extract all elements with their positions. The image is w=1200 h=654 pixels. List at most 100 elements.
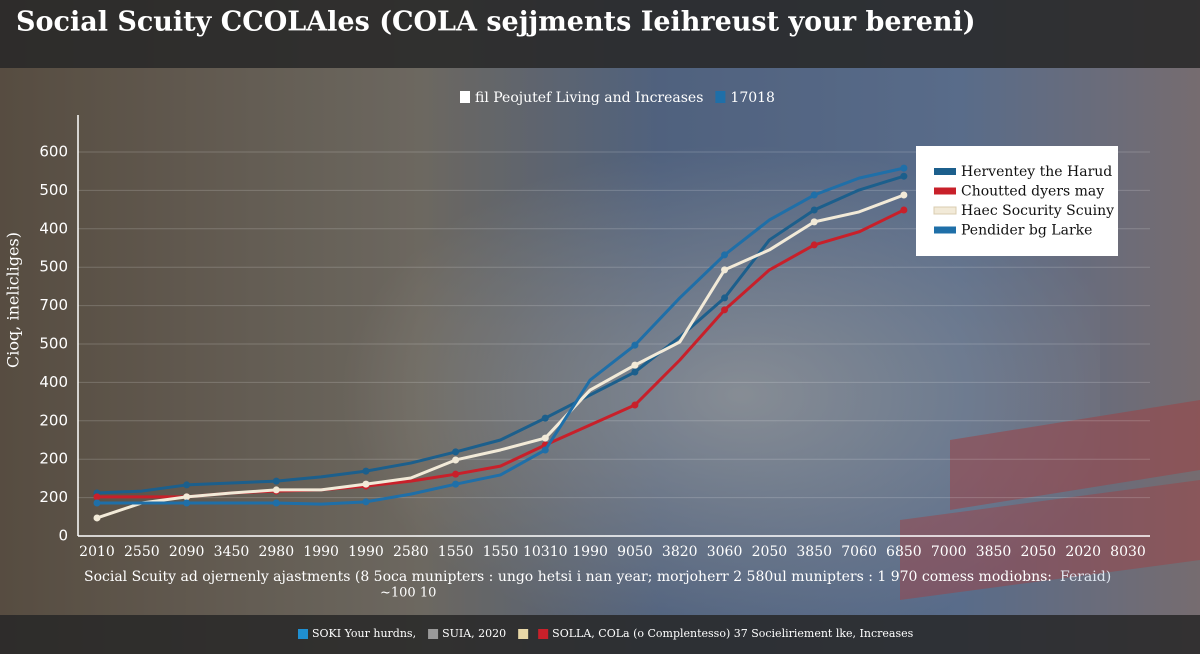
series-point	[362, 467, 370, 475]
series-point	[452, 448, 460, 456]
series-point	[721, 306, 729, 314]
y-tick-label: 400	[39, 373, 68, 391]
legend-swatch	[934, 187, 956, 195]
series-point	[183, 493, 191, 501]
series-point	[272, 499, 280, 507]
series-point	[721, 294, 729, 302]
x-tick-label: 10310	[523, 544, 568, 560]
series-point	[810, 218, 818, 226]
x-axis-label-end: Feraid)	[1060, 569, 1111, 585]
x-tick-label: 2090	[169, 544, 205, 560]
flag-stripe	[900, 480, 1200, 600]
footer-swatch	[518, 629, 529, 639]
x-tick-label: 7060	[841, 544, 877, 560]
series-point	[721, 266, 729, 274]
series-point	[452, 480, 460, 488]
series-point	[541, 446, 549, 454]
y-tick-label: 500	[39, 258, 68, 276]
series-point	[631, 341, 639, 349]
series-point	[452, 456, 460, 464]
series-point	[900, 191, 908, 199]
legend-label: Haec Socurity Scuiny	[961, 203, 1114, 219]
top-legend-swatch	[715, 91, 726, 103]
series-point	[452, 470, 460, 478]
series-point	[810, 241, 818, 249]
footer-swatch	[538, 629, 549, 639]
legend-label: Choutted dyers may	[961, 184, 1104, 200]
x-tick-label: 3450	[214, 544, 250, 560]
y-tick-label: 600	[39, 143, 68, 161]
top-legend-label: fil Peojutef Living and Increases	[475, 90, 703, 106]
x-tick-label: 3060	[707, 544, 743, 560]
x-tick-label: 3820	[662, 544, 698, 560]
y-tick-label: 500	[39, 181, 68, 199]
x-tick-label: 1990	[572, 544, 608, 560]
x-tick-label: 1990	[303, 544, 339, 560]
top-legend-label: 17018	[730, 90, 775, 106]
x-tick-label: 6850	[886, 544, 922, 560]
series-point	[183, 481, 191, 489]
title-bar	[0, 0, 1200, 68]
x-tick-label: 1550	[483, 544, 519, 560]
y-axis-label: Cioq, inelicliges)	[4, 232, 23, 368]
series-point	[93, 514, 101, 522]
series-point	[93, 493, 101, 501]
x-tick-label: 7000	[931, 544, 967, 560]
chart-title: Social Scuity CCOLAles (COLA sejjments I…	[16, 7, 976, 38]
series-point	[900, 172, 908, 180]
series-point	[93, 499, 101, 507]
footer-label: SOKI Your hurdns,	[312, 627, 416, 640]
legend-label: Pendider bg Larke	[961, 223, 1092, 239]
series-point	[541, 434, 549, 442]
x-tick-label: 1990	[348, 544, 384, 560]
series-line	[96, 193, 905, 520]
x-tick-label: 2050	[1021, 544, 1057, 560]
footer-swatch	[428, 629, 439, 639]
series-point	[631, 401, 639, 409]
series-point	[362, 498, 370, 506]
series-point	[900, 206, 908, 214]
y-tick-label: 200	[39, 411, 68, 429]
x-tick-label: 2550	[124, 544, 160, 560]
y-tick-label: 0	[58, 527, 68, 545]
x-tick-label: 2010	[79, 544, 115, 560]
footer-label: SOLLA, COLa (o Complentesso) 37 Socielir…	[552, 627, 913, 640]
x-tick-label: 2980	[258, 544, 294, 560]
x-tick-label: 2580	[393, 544, 429, 560]
series-point	[810, 206, 818, 214]
x-tick-label: 8030	[1110, 544, 1146, 560]
y-tick-label: 200	[39, 488, 68, 506]
x-tick-label: 2050	[752, 544, 788, 560]
x-tick-label: 3850	[796, 544, 832, 560]
series-line	[97, 166, 905, 506]
x-tick-label: 2020	[1065, 544, 1101, 560]
x-axis-label: Social Scuity ad ojernenly ajastments (8…	[84, 569, 1052, 585]
legend-swatch	[934, 226, 956, 234]
legend-swatch	[933, 206, 957, 215]
y-tick-label: 200	[39, 450, 68, 468]
series-point	[362, 480, 370, 488]
x-tick-label: 3850	[976, 544, 1012, 560]
series-point	[183, 499, 191, 507]
footer-swatch	[298, 629, 308, 639]
footer-label: SUIA, 2020	[442, 627, 506, 640]
y-tick-label: 400	[39, 219, 68, 237]
legend-box	[916, 146, 1118, 256]
y-tick-label: 500	[39, 335, 68, 353]
series-point	[900, 164, 908, 172]
legend-swatch	[934, 168, 956, 175]
x-axis-sublabel: ~100 10	[380, 586, 436, 601]
series-point	[721, 251, 729, 259]
x-tick-label: 1550	[438, 544, 474, 560]
top-legend-swatch	[460, 91, 470, 103]
series-point	[631, 368, 639, 376]
series-point	[810, 191, 818, 199]
legend-label: Herventey the Harud	[961, 164, 1112, 180]
series-point	[272, 486, 280, 494]
series-line	[96, 174, 905, 495]
footer-bar	[0, 615, 1200, 654]
series-point	[541, 414, 549, 422]
y-tick-label: 700	[39, 296, 68, 314]
series-point	[272, 477, 280, 485]
flag-stripe	[950, 400, 1200, 510]
